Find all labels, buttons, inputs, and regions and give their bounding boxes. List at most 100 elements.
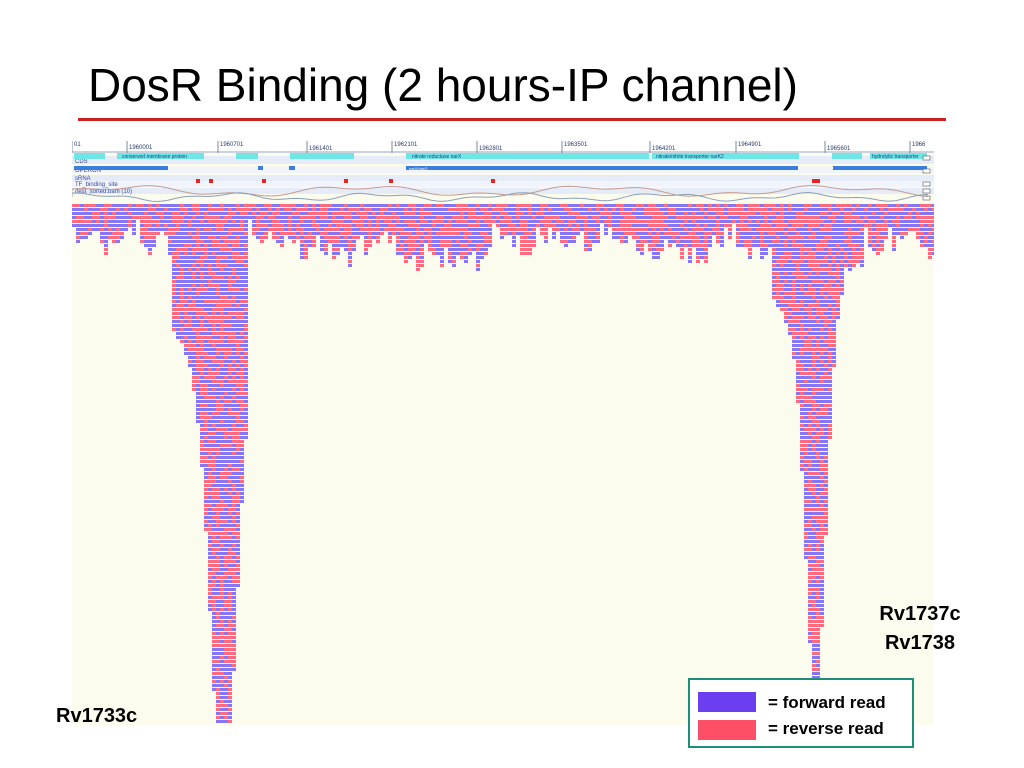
sequence-read (224, 316, 228, 319)
sequence-read (168, 208, 172, 211)
sequence-read (404, 208, 408, 211)
sequence-read (800, 272, 804, 275)
sequence-read (204, 500, 208, 503)
sequence-read (672, 240, 676, 243)
sequence-read (220, 392, 224, 395)
sequence-read (860, 216, 864, 219)
sequence-read (804, 552, 808, 555)
sequence-read (336, 224, 340, 227)
sequence-read (808, 624, 812, 627)
sequence-read (808, 252, 812, 255)
sequence-read (788, 288, 792, 291)
sequence-read (224, 276, 228, 279)
sequence-read (236, 492, 240, 495)
operon-feature (406, 166, 798, 170)
sequence-read (504, 232, 508, 235)
sequence-read (220, 416, 224, 419)
sequence-read (616, 220, 620, 223)
sequence-read (228, 344, 232, 347)
sequence-read (124, 216, 128, 219)
sequence-read (680, 212, 684, 215)
sequence-read (816, 496, 820, 499)
sequence-read (768, 212, 772, 215)
sequence-read (220, 648, 224, 651)
sequence-read (740, 232, 744, 235)
sequence-read (236, 584, 240, 587)
sequence-read (184, 328, 188, 331)
sequence-read (196, 408, 200, 411)
sequence-read (212, 436, 216, 439)
sequence-read (168, 228, 172, 231)
sequence-read (204, 276, 208, 279)
sequence-read (804, 504, 808, 507)
sequence-read (408, 232, 412, 235)
sequence-read (204, 216, 208, 219)
sequence-read (808, 348, 812, 351)
sequence-read (232, 536, 236, 539)
sequence-read (212, 580, 216, 583)
sequence-read (692, 240, 696, 243)
sequence-read (844, 236, 848, 239)
sequence-read (568, 212, 572, 215)
sequence-read (232, 292, 236, 295)
sequence-read (484, 204, 488, 207)
sequence-read (812, 440, 816, 443)
sequence-read (196, 336, 200, 339)
sequence-read (832, 268, 836, 271)
sequence-read (796, 332, 800, 335)
sequence-read (508, 208, 512, 211)
sequence-read (220, 644, 224, 647)
sequence-read (188, 276, 192, 279)
sequence-read (804, 544, 808, 547)
sequence-read (292, 236, 296, 239)
sequence-read (520, 232, 524, 235)
sequence-read (424, 212, 428, 215)
sequence-read (868, 236, 872, 239)
sequence-read (232, 540, 236, 543)
sequence-read (368, 212, 372, 215)
sequence-read (204, 484, 208, 487)
sequence-read (804, 512, 808, 515)
sequence-read (208, 256, 212, 259)
sequence-read (392, 232, 396, 235)
sequence-read (172, 300, 176, 303)
sequence-read (808, 312, 812, 315)
sequence-read (188, 260, 192, 263)
sequence-read (548, 216, 552, 219)
sequence-read (216, 548, 220, 551)
sequence-read (208, 352, 212, 355)
sequence-read (224, 476, 228, 479)
sequence-read (800, 400, 804, 403)
sequence-read (388, 212, 392, 215)
sequence-read (808, 340, 812, 343)
sequence-read (200, 436, 204, 439)
sequence-read (236, 424, 240, 427)
sequence-read (740, 236, 744, 239)
sequence-read (208, 572, 212, 575)
sequence-read (804, 436, 808, 439)
sequence-read (348, 232, 352, 235)
sequence-read (872, 228, 876, 231)
sequence-read (832, 256, 836, 259)
sequence-read (200, 404, 204, 407)
sequence-read (836, 248, 840, 251)
sequence-read (824, 460, 828, 463)
sequence-read (568, 208, 572, 211)
sequence-read (228, 228, 232, 231)
sequence-read (632, 204, 636, 207)
sequence-read (744, 224, 748, 227)
sequence-read (836, 224, 840, 227)
sequence-read (340, 244, 344, 247)
sequence-read (308, 224, 312, 227)
sequence-read (440, 236, 444, 239)
sequence-read (236, 276, 240, 279)
sequence-read (576, 204, 580, 207)
sequence-read (232, 304, 236, 307)
sequence-read (784, 272, 788, 275)
sequence-read (244, 340, 248, 343)
sequence-read (828, 292, 832, 295)
sequence-read (780, 248, 784, 251)
sequence-read (800, 284, 804, 287)
sequence-read (104, 212, 108, 215)
sequence-read (340, 232, 344, 235)
